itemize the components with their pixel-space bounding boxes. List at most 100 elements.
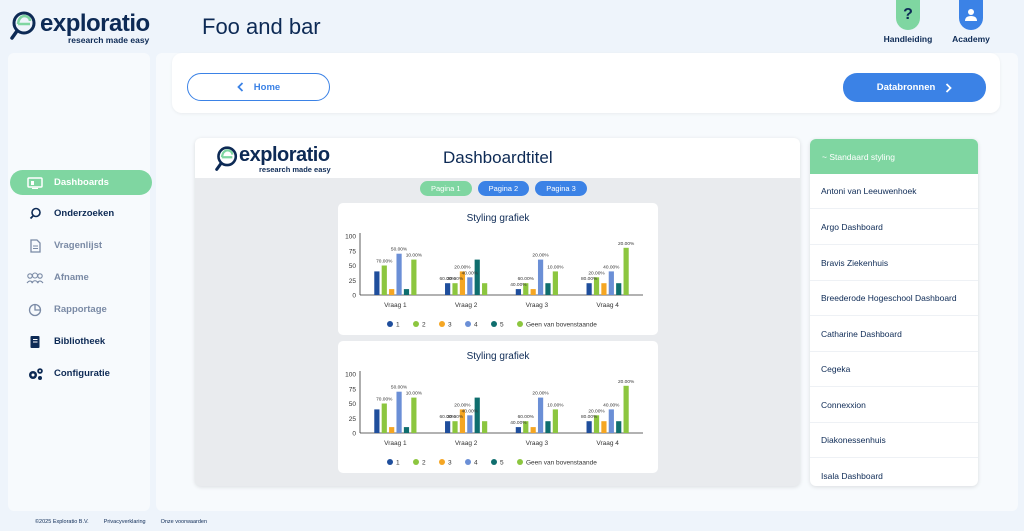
data-label: 40.00% (462, 270, 479, 276)
terms-link[interactable]: Onze voorwaarden (160, 519, 208, 525)
bar (467, 277, 473, 295)
handleiding-button[interactable]: ? Handleiding (883, 0, 933, 44)
sidebar-item-label: Vragenlijst (54, 240, 103, 251)
dashboard-title: Dashboardtitel (443, 148, 553, 167)
legend-marker (387, 459, 393, 465)
sidebar-item-bibliotheek[interactable]: Bibliotheek (10, 329, 152, 354)
data-label: 70.00% (376, 259, 393, 265)
legend-label: 2 (422, 460, 426, 467)
bar (586, 283, 592, 295)
x-tick-label: Vraag 1 (384, 440, 407, 447)
pie-icon (24, 303, 46, 317)
bar (552, 271, 558, 295)
dashboard-preview: exploratio research made easy Dashboardt… (195, 138, 800, 486)
data-label: 20.00% (588, 408, 605, 414)
sidebar-item-dashboards[interactable]: Dashboards (10, 170, 152, 195)
chart-card-2: Styling grafiek 0 25 50 75 100 Vraag 1 50.00% 10… (338, 341, 658, 473)
y-tick-label: 25 (349, 416, 357, 423)
list-item[interactable]: Diakonessenhuis (810, 423, 978, 458)
list-item[interactable]: Isala Dashboard (810, 459, 978, 486)
bar (374, 409, 380, 433)
bar (552, 409, 558, 433)
y-tick-label: 0 (352, 293, 356, 300)
legend-marker (491, 321, 497, 327)
sidebar-item-configuratie[interactable]: Configuratie (10, 361, 152, 386)
bar (530, 427, 536, 433)
privacy-link[interactable]: Privacyverklaring (103, 519, 146, 525)
sidebar-item-label: Afname (54, 272, 89, 283)
list-item[interactable]: Connexxion (810, 388, 978, 423)
data-label: 20.00% (532, 391, 549, 397)
legend-marker (413, 321, 419, 327)
tab-pagina-3[interactable]: Pagina 3 (535, 181, 587, 196)
bar (403, 289, 410, 295)
bar (523, 421, 529, 433)
data-label: 10.00% (547, 264, 564, 270)
data-label: 20.00% (532, 253, 549, 259)
data-label: 20.00% (618, 241, 635, 247)
bar (623, 247, 629, 295)
sidebar-item-afname[interactable]: Afname (10, 265, 152, 290)
academy-button[interactable]: Academy (946, 0, 996, 44)
sidebar-item-rapportage[interactable]: Rapportage (10, 297, 152, 322)
legend-label: Geen van bovenstaande (526, 460, 597, 467)
list-item[interactable]: Argo Dashboard (810, 210, 978, 245)
styling-list: ~ Standaard styling Antoni van Leeuwenho… (810, 139, 978, 486)
brand-logo[interactable]: exploratio research made easy (10, 8, 150, 45)
tab-pagina-1[interactable]: Pagina 1 (420, 181, 472, 196)
legend-marker (465, 321, 471, 327)
data-label: 60.00% (518, 414, 535, 420)
list-item[interactable]: Bravis Ziekenhuis (810, 246, 978, 281)
y-tick-label: 100 (345, 372, 356, 379)
bar (601, 283, 607, 295)
dashboard-logo: exploratio research made easy (215, 144, 355, 176)
search-icon (24, 207, 46, 220)
sidebar-item-vragenlijst[interactable]: Vragenlijst (10, 233, 152, 258)
sidebar-item-label: Dashboards (54, 177, 109, 188)
bar (482, 421, 488, 433)
sidebar-item-onderzoeken[interactable]: Onderzoeken (10, 201, 152, 226)
home-button-label: Home (253, 81, 281, 93)
bar (515, 427, 521, 433)
legend-label: 5 (500, 322, 504, 329)
bar (545, 283, 551, 295)
bar (467, 415, 473, 433)
databronnen-button[interactable]: Databronnen (843, 73, 986, 102)
legend-marker (517, 459, 523, 465)
legend-marker (439, 459, 445, 465)
legend-label: 1 (396, 322, 400, 329)
data-label: 10.00% (406, 253, 423, 259)
styling-list-header[interactable]: ~ Standaard styling (810, 139, 978, 174)
home-button[interactable]: Home (187, 73, 330, 101)
bar (474, 397, 480, 433)
footer: ©2025 Exploratio B.V. Privacyverklaring … (35, 519, 207, 525)
legend-label: 2 (422, 322, 426, 329)
bar (445, 421, 451, 433)
chart-title: Styling grafiek (467, 213, 531, 224)
y-tick-label: 75 (349, 386, 357, 393)
legend-marker (439, 321, 445, 327)
list-item[interactable]: Antoni van Leeuwenhoek (810, 174, 978, 209)
x-tick-label: Vraag 4 (596, 302, 619, 309)
data-label: 20.00% (588, 270, 605, 276)
bar (445, 283, 451, 295)
handleiding-label: Handleiding (883, 34, 933, 44)
y-tick-label: 25 (349, 278, 357, 285)
list-item[interactable]: Breederode Hogeschool Dashboard (810, 281, 978, 316)
list-item[interactable]: Cegeka (810, 352, 978, 387)
databronnen-button-label: Databronnen (876, 82, 936, 93)
bar (482, 283, 488, 295)
data-label: 40.00% (510, 420, 527, 426)
data-label: 50.00% (391, 385, 408, 391)
bar (537, 397, 544, 433)
magnifier-logo-icon (215, 146, 238, 171)
users-icon (24, 271, 46, 284)
tab-pagina-2[interactable]: Pagina 2 (477, 181, 530, 196)
bar (623, 385, 629, 433)
list-item[interactable]: Catharine Dashboard (810, 317, 978, 352)
bar (403, 427, 410, 433)
sidebar-item-label: Onderzoeken (54, 208, 115, 219)
x-tick-label: Vraag 3 (526, 302, 549, 309)
data-label: 20.00% (447, 414, 464, 420)
